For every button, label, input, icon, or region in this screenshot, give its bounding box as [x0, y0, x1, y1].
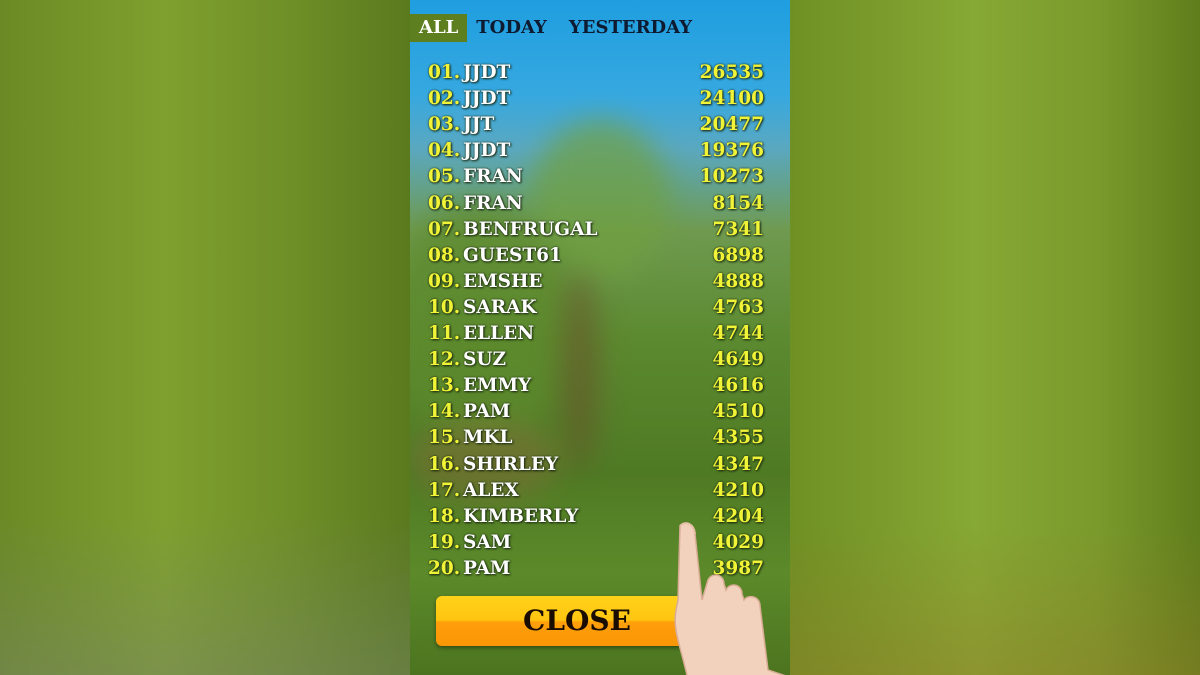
player-score: 4888 [712, 270, 765, 292]
tab-today[interactable]: TODAY [476, 17, 547, 38]
leaderboard-row: 08. GUEST61 6898 [428, 243, 764, 269]
rank-label: 11. [428, 323, 461, 344]
background-foliage [410, 200, 570, 440]
leaderboard-row: 14. PAM 4510 [428, 399, 764, 425]
tab-all[interactable]: ALL [410, 14, 468, 42]
rank-label: 08. [428, 244, 461, 266]
rank-label: 19. [428, 531, 461, 553]
rank-label: 14. [428, 401, 461, 423]
player-name: JJDT [463, 140, 511, 162]
blurred-background-right [790, 0, 1200, 675]
rank-label: 07. [428, 218, 461, 240]
leaderboard-row: 15. MKL 4355 [428, 425, 764, 451]
player-score: 4347 [712, 453, 765, 475]
rank-label: 20. [428, 557, 461, 579]
player-name: ELLEN [463, 323, 535, 344]
player-score: 4649 [712, 349, 765, 371]
pointing-hand-icon [674, 522, 786, 675]
player-score: 8154 [712, 192, 765, 214]
leaderboard-row: 06. FRAN 8154 [428, 191, 764, 217]
rank-label: 13. [428, 375, 461, 397]
player-score: 19376 [699, 140, 764, 162]
player-score: 26535 [699, 62, 764, 83]
player-name: PAM [463, 557, 511, 579]
rank-label: 09. [428, 270, 461, 292]
background-ground [410, 420, 560, 500]
rank-label: 10. [428, 296, 461, 318]
player-name: MKL [463, 427, 513, 449]
leaderboard-row: 19. SAM 4029 [428, 530, 764, 556]
rank-label: 18. [428, 505, 461, 527]
player-name: PAM [463, 401, 511, 423]
leaderboard-row: 05. FRAN 10273 [428, 164, 764, 190]
leaderboard-panel: ALL TODAY YESTERDAY 01. JJDT 26535 02. JJDT 2… [410, 0, 790, 675]
leaderboard-row: 01. JJDT 26535 [428, 60, 764, 86]
rank-label: 16. [428, 453, 461, 475]
tab-yesterday[interactable]: YESTERDAY [568, 17, 693, 38]
rank-label: 05. [428, 166, 461, 188]
player-name: EMSHE [463, 270, 543, 292]
leaderboard-row: 09. EMSHE 4888 [428, 269, 764, 295]
player-score: 4204 [712, 505, 765, 527]
leaderboard-row: 17. ALEX 4210 [428, 478, 764, 504]
player-name: FRAN [463, 192, 523, 214]
rank-label: 17. [428, 479, 461, 501]
leaderboard-row: 11. ELLEN 4744 [428, 321, 764, 347]
player-score: 10273 [699, 166, 764, 188]
leaderboard-row: 20. PAM 3987 [428, 556, 764, 582]
player-name: EMMY [463, 375, 532, 397]
rank-label: 02. [428, 88, 461, 110]
player-name: ALEX [463, 479, 519, 501]
player-score: 24100 [699, 88, 764, 110]
player-score: 4510 [712, 401, 765, 423]
leaderboard-row: 04. JJDT 19376 [428, 138, 764, 164]
player-score: 4210 [712, 479, 765, 501]
background-tree-trunk [560, 270, 600, 470]
player-score: 3987 [712, 557, 765, 579]
player-score: 20477 [699, 114, 764, 136]
leaderboard-row: 13. EMMY 4616 [428, 373, 764, 399]
leaderboard-row: 03. JJT 20477 [428, 112, 764, 138]
player-name: SHIRLEY [463, 453, 559, 475]
rank-label: 15. [428, 427, 461, 449]
player-name: SAM [463, 531, 512, 553]
leaderboard-row: 07. BENFRUGAL 7341 [428, 217, 764, 243]
leaderboard-row: 12. SUZ 4649 [428, 347, 764, 373]
leaderboard-row: 10. SARAK 4763 [428, 295, 764, 321]
player-score: 4616 [712, 375, 765, 397]
leaderboard-row: 18. KIMBERLY 4204 [428, 504, 764, 530]
player-score: 4029 [712, 531, 765, 553]
player-name: SUZ [463, 349, 506, 371]
rank-label: 04. [428, 140, 461, 162]
player-name: BENFRUGAL [463, 218, 598, 240]
player-name: KIMBERLY [463, 505, 579, 527]
player-score: 6898 [712, 244, 765, 266]
close-button[interactable]: CLOSE [436, 596, 718, 646]
rank-label: 03. [428, 114, 461, 136]
player-name: FRAN [463, 166, 523, 188]
player-name: JJDT [463, 62, 511, 83]
leaderboard-row: 02. JJDT 24100 [428, 86, 764, 112]
player-name: JJT [463, 114, 495, 136]
player-name: SARAK [463, 296, 537, 318]
rank-label: 01. [428, 62, 461, 83]
blurred-background-left [0, 0, 410, 675]
player-score: 4355 [712, 427, 765, 449]
player-score: 4744 [712, 323, 765, 344]
tab-bar: ALL TODAY YESTERDAY [410, 14, 701, 42]
rank-label: 12. [428, 349, 461, 371]
rank-label: 06. [428, 192, 461, 214]
player-name: JJDT [463, 88, 511, 110]
player-score: 7341 [712, 218, 765, 240]
player-name: GUEST61 [463, 244, 562, 266]
leaderboard-row: 16. SHIRLEY 4347 [428, 452, 764, 478]
player-score: 4763 [712, 296, 765, 318]
